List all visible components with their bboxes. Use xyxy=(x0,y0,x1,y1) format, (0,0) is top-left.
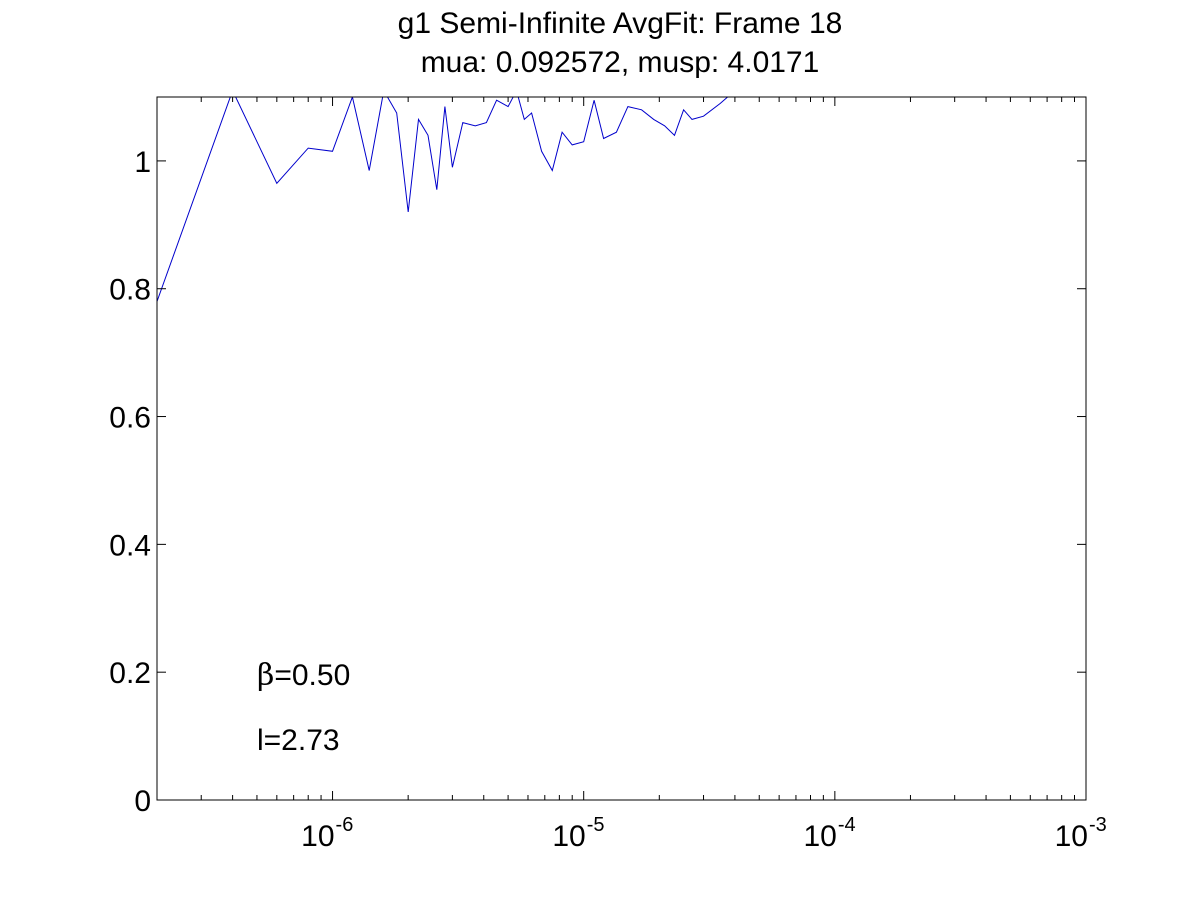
chart-title: g1 Semi-Infinite AvgFit: Frame 18 xyxy=(398,7,843,40)
annotation-beta-symbol: β xyxy=(257,658,274,693)
annotation-l: l=2.73 xyxy=(257,724,340,757)
x-tick-base: 10 xyxy=(1055,820,1088,853)
series-line xyxy=(157,97,729,302)
x-tick-exponent: -6 xyxy=(336,814,354,836)
ticks-layer xyxy=(156,97,1087,801)
x-tick-label: 10 -4 xyxy=(803,814,855,853)
annotation-beta: β=0.50 xyxy=(257,658,350,693)
x-tick-base: 10 xyxy=(552,820,585,853)
y-tick-label: 0.2 xyxy=(109,657,151,690)
x-tick-label: 10 -6 xyxy=(301,814,353,853)
x-tick-base: 10 xyxy=(803,820,836,853)
y-tick-label: 0.4 xyxy=(109,529,151,562)
x-tick-label: 10 -5 xyxy=(552,814,604,853)
y-tick-label: 0 xyxy=(134,785,151,818)
x-tick-base: 10 xyxy=(301,820,334,853)
plot-area-frame xyxy=(156,96,1087,801)
y-tick-label: 0.8 xyxy=(109,274,151,307)
y-tick-label: 0.6 xyxy=(109,402,151,435)
chart-subtitle: mua: 0.092572, musp: 4.0171 xyxy=(421,46,820,79)
x-tick-exponent: -5 xyxy=(587,814,605,836)
x-tick-exponent: -3 xyxy=(1089,814,1107,836)
x-tick-exponent: -4 xyxy=(838,814,856,836)
x-tick-label: 10 -3 xyxy=(1055,814,1107,853)
annotation-beta-value: =0.50 xyxy=(274,659,350,692)
y-tick-label: 1 xyxy=(134,146,151,179)
series-layer xyxy=(157,97,729,302)
